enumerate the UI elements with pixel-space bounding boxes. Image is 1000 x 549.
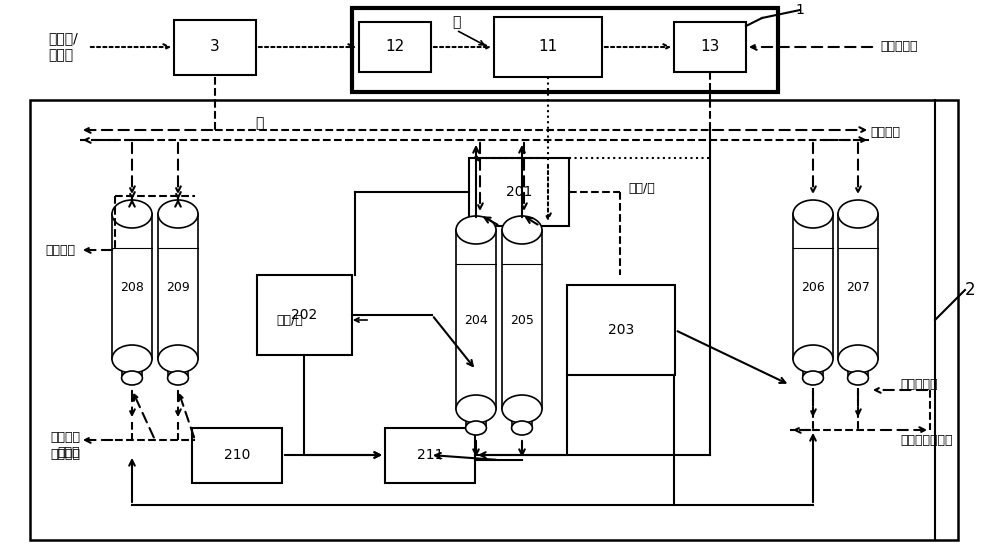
Bar xyxy=(502,230,542,409)
Text: 吹扫再生
气排气: 吹扫再生 气排气 xyxy=(50,431,80,459)
Text: 12: 12 xyxy=(385,40,405,54)
FancyBboxPatch shape xyxy=(359,22,431,72)
Text: 吹扫再生气: 吹扫再生气 xyxy=(880,41,918,53)
Text: 氢气产品: 氢气产品 xyxy=(870,126,900,139)
Ellipse shape xyxy=(112,345,152,373)
Text: 氧气/水: 氧气/水 xyxy=(276,313,303,327)
Ellipse shape xyxy=(803,371,823,385)
Text: 低谷电: 低谷电 xyxy=(48,48,73,62)
Text: 206: 206 xyxy=(801,281,825,294)
Ellipse shape xyxy=(158,345,198,373)
Ellipse shape xyxy=(456,395,496,423)
Ellipse shape xyxy=(793,345,833,373)
Text: 203: 203 xyxy=(608,323,634,337)
FancyBboxPatch shape xyxy=(385,428,475,483)
Text: 氧气产品: 氧气产品 xyxy=(45,244,75,256)
Text: 211: 211 xyxy=(417,448,443,462)
Ellipse shape xyxy=(502,216,542,244)
FancyBboxPatch shape xyxy=(494,17,602,77)
FancyBboxPatch shape xyxy=(352,8,778,92)
Text: 氢气/水: 氢气/水 xyxy=(628,182,655,194)
Text: 新能源/: 新能源/ xyxy=(48,31,78,45)
Text: 202: 202 xyxy=(291,308,317,322)
FancyBboxPatch shape xyxy=(256,275,352,355)
Bar xyxy=(456,230,496,409)
Ellipse shape xyxy=(466,421,486,435)
Text: 1: 1 xyxy=(796,3,804,17)
Ellipse shape xyxy=(122,371,142,385)
Ellipse shape xyxy=(512,421,532,435)
Text: 吹扫再生气排气: 吹扫再生气排气 xyxy=(900,434,952,446)
Ellipse shape xyxy=(112,200,152,228)
Ellipse shape xyxy=(838,345,878,373)
Text: 13: 13 xyxy=(700,40,720,54)
Text: 11: 11 xyxy=(538,40,558,54)
Text: 209: 209 xyxy=(166,281,190,294)
FancyBboxPatch shape xyxy=(192,428,282,483)
Ellipse shape xyxy=(502,395,542,423)
FancyBboxPatch shape xyxy=(469,158,569,226)
Text: 3: 3 xyxy=(210,40,220,54)
FancyBboxPatch shape xyxy=(30,100,958,540)
FancyBboxPatch shape xyxy=(174,20,256,75)
Text: 吹扫再生气: 吹扫再生气 xyxy=(900,378,938,391)
Ellipse shape xyxy=(848,371,868,385)
Text: 205: 205 xyxy=(510,313,534,327)
Text: 208: 208 xyxy=(120,281,144,294)
Ellipse shape xyxy=(838,200,878,228)
Text: 热: 热 xyxy=(452,15,460,29)
Ellipse shape xyxy=(793,200,833,228)
FancyBboxPatch shape xyxy=(674,22,746,72)
Bar xyxy=(793,214,833,359)
Text: 207: 207 xyxy=(846,281,870,294)
Ellipse shape xyxy=(158,200,198,228)
Text: 201: 201 xyxy=(506,185,532,199)
Bar xyxy=(838,214,878,359)
Text: 电解用水: 电解用水 xyxy=(50,449,80,462)
Text: 210: 210 xyxy=(224,448,250,462)
Ellipse shape xyxy=(456,216,496,244)
Bar xyxy=(158,214,198,359)
Text: 电: 电 xyxy=(255,116,263,130)
Bar xyxy=(112,214,152,359)
Text: 204: 204 xyxy=(464,313,488,327)
FancyBboxPatch shape xyxy=(567,285,675,375)
Ellipse shape xyxy=(168,371,188,385)
Text: 2: 2 xyxy=(965,281,975,299)
